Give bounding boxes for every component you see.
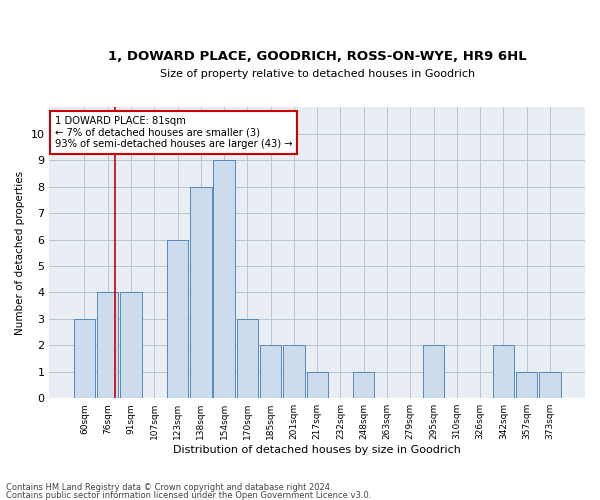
Bar	[493, 346, 514, 398]
Bar	[516, 372, 538, 398]
Bar	[121, 292, 142, 398]
Bar	[74, 319, 95, 398]
Bar	[214, 160, 235, 398]
Bar	[236, 319, 258, 398]
Text: Contains public sector information licensed under the Open Government Licence v3: Contains public sector information licen…	[6, 490, 371, 500]
X-axis label: Distribution of detached houses by size in Goodrich: Distribution of detached houses by size …	[173, 445, 461, 455]
Bar	[97, 292, 118, 398]
Bar	[307, 372, 328, 398]
Bar	[167, 240, 188, 398]
Bar	[539, 372, 560, 398]
Bar	[190, 186, 212, 398]
Y-axis label: Number of detached properties: Number of detached properties	[15, 171, 25, 335]
Bar	[283, 346, 305, 398]
Text: 1 DOWARD PLACE: 81sqm
← 7% of detached houses are smaller (3)
93% of semi-detach: 1 DOWARD PLACE: 81sqm ← 7% of detached h…	[55, 116, 292, 150]
Bar	[260, 346, 281, 398]
Bar	[353, 372, 374, 398]
Title: Size of property relative to detached houses in Goodrich: Size of property relative to detached ho…	[160, 69, 475, 79]
Bar	[423, 346, 444, 398]
Text: Contains HM Land Registry data © Crown copyright and database right 2024.: Contains HM Land Registry data © Crown c…	[6, 484, 332, 492]
Text: 1, DOWARD PLACE, GOODRICH, ROSS-ON-WYE, HR9 6HL: 1, DOWARD PLACE, GOODRICH, ROSS-ON-WYE, …	[108, 50, 527, 63]
